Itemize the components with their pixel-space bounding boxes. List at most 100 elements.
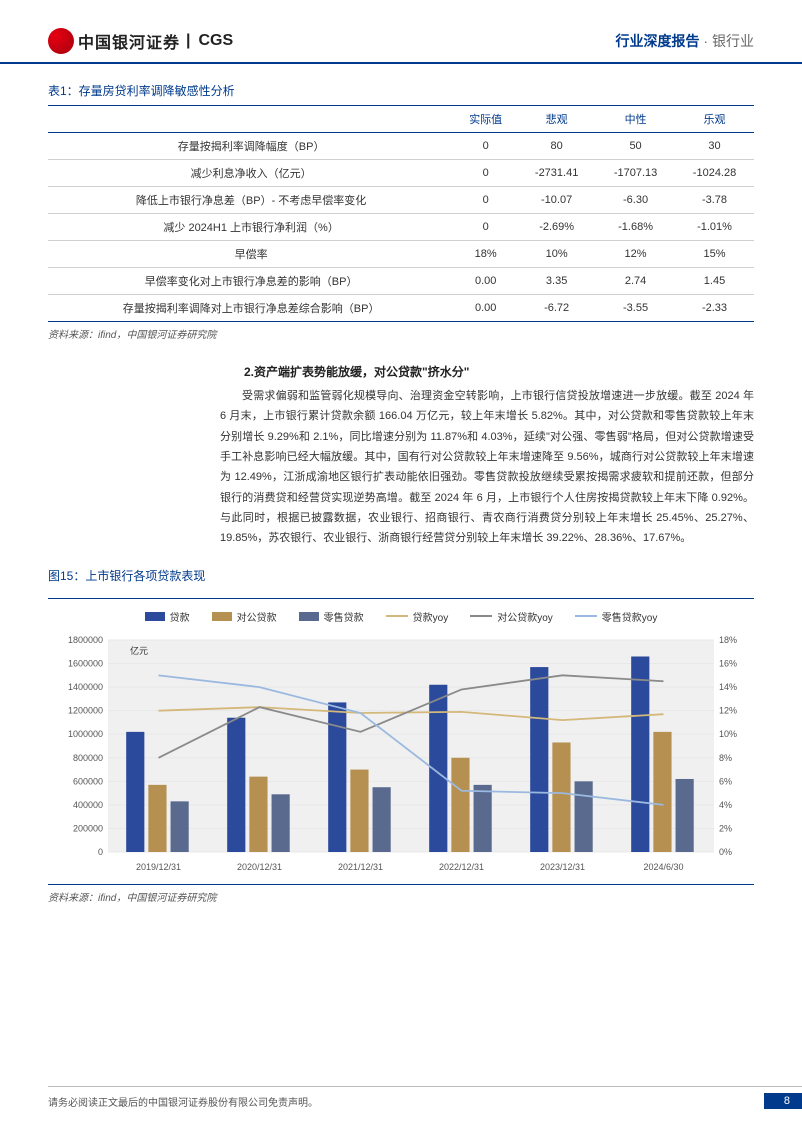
- table-cell: -1024.28: [675, 160, 754, 187]
- legend-swatch-icon: [212, 612, 232, 621]
- header-industry: 银行业: [712, 33, 754, 49]
- table-cell: -2.33: [675, 295, 754, 322]
- table-cell: 早偿率变化对上市银行净息差的影响（BP）: [48, 268, 454, 295]
- svg-text:2%: 2%: [719, 823, 732, 833]
- table-cell: 0.00: [454, 268, 517, 295]
- legend-swatch-icon: [145, 612, 165, 621]
- svg-text:2024/6/30: 2024/6/30: [643, 862, 683, 872]
- table-cell: -1.01%: [675, 214, 754, 241]
- table-cell: -2731.41: [517, 160, 596, 187]
- legend-label: 对公贷款yoy: [497, 609, 553, 624]
- legend-line-icon: [470, 615, 492, 617]
- th: 悲观: [517, 106, 596, 133]
- table-row: 存量按揭利率调降对上市银行净息差综合影响（BP）0.00-6.72-3.55-2…: [48, 295, 754, 322]
- legend-label: 贷款yoy: [413, 609, 449, 624]
- legend-line-icon: [575, 615, 597, 617]
- svg-text:1600000: 1600000: [68, 658, 103, 668]
- header-category: 行业深度报告: [616, 33, 700, 49]
- legend-label: 零售贷款yoy: [602, 609, 658, 624]
- th: [48, 106, 454, 133]
- svg-text:0: 0: [98, 847, 103, 857]
- legend-label: 零售贷款: [324, 609, 364, 624]
- table-header-row: 实际值 悲观 中性 乐观: [48, 106, 754, 133]
- svg-text:0%: 0%: [719, 847, 732, 857]
- svg-text:2019/12/31: 2019/12/31: [136, 862, 181, 872]
- table-cell: 0: [454, 214, 517, 241]
- th: 中性: [596, 106, 675, 133]
- svg-text:16%: 16%: [719, 658, 737, 668]
- table-cell: 0: [454, 187, 517, 214]
- svg-text:10%: 10%: [719, 729, 737, 739]
- table-cell: 12%: [596, 241, 675, 268]
- section2-heading: 2.资产端扩表势能放缓，对公贷款"挤水分": [220, 363, 754, 380]
- chart-title: 图15：上市银行各项贷款表现: [0, 549, 802, 590]
- table-row: 存量按揭利率调降幅度（BP）0805030: [48, 133, 754, 160]
- table-cell: 0.00: [454, 295, 517, 322]
- legend-item: 贷款: [145, 609, 190, 624]
- logo-block: 中国银河证券 | CGS: [48, 28, 233, 54]
- chart-container: 贷款 对公贷款 零售贷款 贷款yoy 对公贷款yoy 零售贷款yoy 02000…: [48, 598, 754, 885]
- chart-legend: 贷款 对公贷款 零售贷款 贷款yoy 对公贷款yoy 零售贷款yoy: [48, 599, 754, 630]
- table-cell: 50: [596, 133, 675, 160]
- table-cell: 减少 2024H1 上市银行净利润（%）: [48, 214, 454, 241]
- table-cell: -6.72: [517, 295, 596, 322]
- table-cell: -1707.13: [596, 160, 675, 187]
- table-cell: 18%: [454, 241, 517, 268]
- page-number: 8: [764, 1093, 802, 1109]
- table-cell: 减少利息净收入（亿元）: [48, 160, 454, 187]
- svg-text:12%: 12%: [719, 705, 737, 715]
- svg-text:14%: 14%: [719, 682, 737, 692]
- chart-source: 资料来源：ifind，中国银河证券研究院: [0, 885, 802, 904]
- table-row: 早偿率变化对上市银行净息差的影响（BP）0.003.352.741.45: [48, 268, 754, 295]
- sensitivity-table: 实际值 悲观 中性 乐观 存量按揭利率调降幅度（BP）0805030减少利息净收…: [48, 105, 754, 322]
- svg-text:2022/12/31: 2022/12/31: [439, 862, 484, 872]
- logo-text-en: CGS: [199, 32, 234, 50]
- table-row: 减少利息净收入（亿元）0-2731.41-1707.13-1024.28: [48, 160, 754, 187]
- legend-label: 贷款: [170, 609, 190, 624]
- table-cell: -3.55: [596, 295, 675, 322]
- svg-text:800000: 800000: [73, 753, 103, 763]
- body-text-block: 2.资产端扩表势能放缓，对公贷款"挤水分" 受需求偏弱和监管弱化规模导向、治理资…: [0, 341, 802, 549]
- page-header: 中国银河证券 | CGS 行业深度报告 · 银行业: [0, 0, 802, 64]
- page-footer: 请务必阅读正文最后的中国银河证券股份有限公司免责声明。 8: [48, 1086, 802, 1109]
- th: 实际值: [454, 106, 517, 133]
- table-cell: 3.35: [517, 268, 596, 295]
- table-cell: 0: [454, 160, 517, 187]
- section2-para: 受需求偏弱和监管弱化规模导向、治理资金空转影响，上市银行信贷投放增速进一步放缓。…: [220, 386, 754, 549]
- logo-swirl-icon: [48, 28, 74, 54]
- table-cell: 降低上市银行净息差（BP）- 不考虑早偿率变化: [48, 187, 454, 214]
- table-cell: -6.30: [596, 187, 675, 214]
- table-cell: 存量按揭利率调降幅度（BP）: [48, 133, 454, 160]
- logo-sep: |: [186, 32, 190, 50]
- svg-text:1800000: 1800000: [68, 635, 103, 645]
- legend-line-icon: [386, 615, 408, 617]
- legend-label: 对公贷款: [237, 609, 277, 624]
- legend-item: 对公贷款: [212, 609, 277, 624]
- svg-text:18%: 18%: [719, 635, 737, 645]
- table1-source: 资料来源：ifind，中国银河证券研究院: [0, 322, 802, 341]
- table-cell: 10%: [517, 241, 596, 268]
- th: 乐观: [675, 106, 754, 133]
- table-cell: 0: [454, 133, 517, 160]
- footer-disclaimer: 请务必阅读正文最后的中国银河证券股份有限公司免责声明。: [48, 1094, 318, 1109]
- header-right: 行业深度报告 · 银行业: [616, 31, 754, 51]
- table-cell: 30: [675, 133, 754, 160]
- table-cell: -10.07: [517, 187, 596, 214]
- svg-text:2020/12/31: 2020/12/31: [237, 862, 282, 872]
- table-cell: 15%: [675, 241, 754, 268]
- svg-text:4%: 4%: [719, 800, 732, 810]
- legend-swatch-icon: [299, 612, 319, 621]
- svg-text:6%: 6%: [719, 776, 732, 786]
- svg-text:400000: 400000: [73, 800, 103, 810]
- legend-item: 贷款yoy: [386, 609, 449, 624]
- table-cell: -2.69%: [517, 214, 596, 241]
- logo-text-cn: 中国银河证券: [78, 29, 180, 53]
- svg-text:1000000: 1000000: [68, 729, 103, 739]
- svg-text:亿元: 亿元: [130, 645, 148, 656]
- legend-item: 零售贷款: [299, 609, 364, 624]
- legend-item: 零售贷款yoy: [575, 609, 658, 624]
- table-cell: 早偿率: [48, 241, 454, 268]
- loan-chart: 0200000400000600000800000100000012000001…: [48, 630, 754, 880]
- table-cell: 存量按揭利率调降对上市银行净息差综合影响（BP）: [48, 295, 454, 322]
- table-cell: 1.45: [675, 268, 754, 295]
